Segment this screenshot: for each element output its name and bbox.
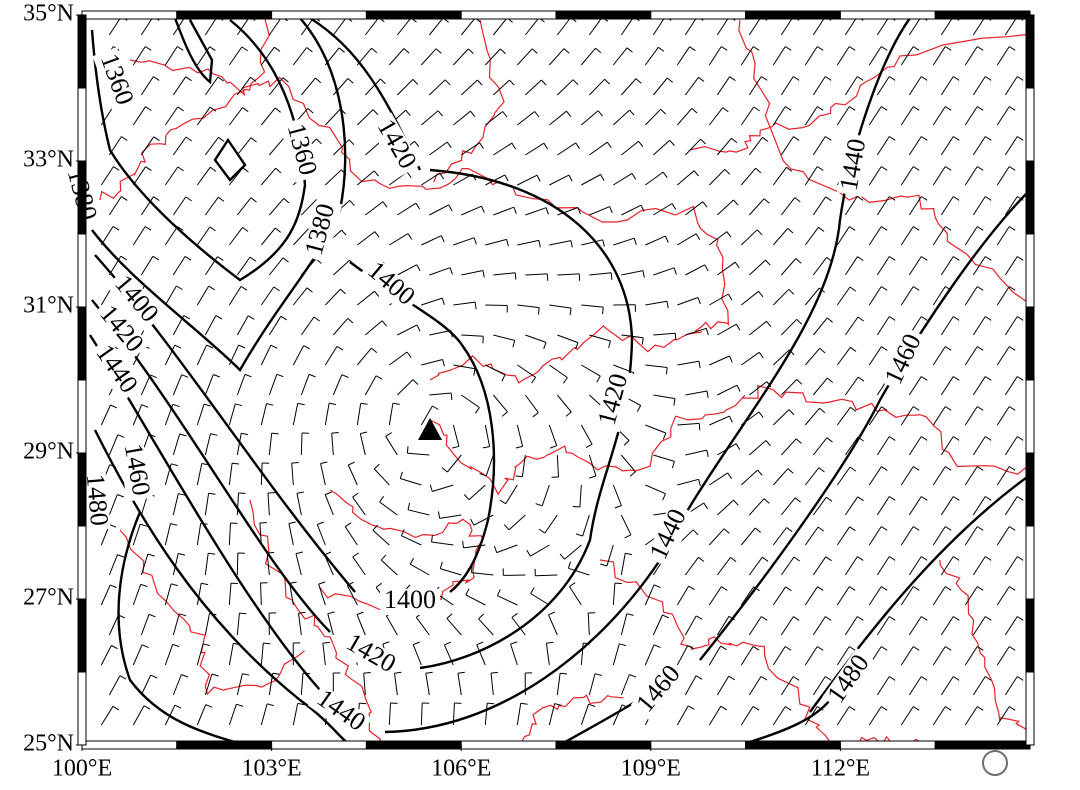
frame-segment (1026, 453, 1034, 526)
barb-flag (487, 703, 494, 704)
frame-segment (272, 11, 367, 19)
barb-flag (292, 463, 299, 464)
frame-segment (78, 88, 86, 161)
barb-flag (407, 446, 408, 453)
x-tick-label: 100°E (52, 756, 112, 782)
barb-staff (485, 305, 507, 306)
frame-segment (366, 741, 461, 749)
barb-flag (699, 423, 700, 430)
frame-segment (78, 161, 86, 234)
frame-segment (78, 307, 86, 380)
frame-segment (78, 599, 86, 672)
frame-segment (82, 11, 177, 19)
contour-label: 1400 (384, 585, 436, 614)
x-tick-label: 112°E (811, 756, 870, 782)
frame-segment (78, 672, 86, 745)
frame-segment (651, 741, 746, 749)
barb-flag (231, 583, 238, 584)
y-tick-label: 29°N (23, 439, 74, 465)
barb-flag (239, 613, 246, 614)
frame-segment (366, 11, 461, 19)
frame-segment (746, 741, 841, 749)
frame-segment (935, 741, 1030, 749)
barb-flag (491, 672, 498, 673)
barb-flag (675, 333, 676, 340)
frame-segment (1026, 161, 1034, 234)
y-tick-label: 35°N (23, 1, 74, 27)
frame-segment (556, 741, 651, 749)
frame-segment (78, 526, 86, 599)
frame-segment (840, 11, 935, 19)
barb-flag (515, 273, 516, 280)
frame-segment (461, 11, 556, 19)
x-tick-label: 106°E (431, 756, 491, 782)
barb-flag (603, 307, 604, 314)
frame-segment (1026, 307, 1034, 380)
barb-flag (332, 433, 339, 434)
frame-segment (1026, 380, 1034, 453)
barb-flag (615, 583, 622, 584)
frame-segment (556, 11, 651, 19)
frame-segment (78, 15, 86, 88)
frame-segment (1026, 599, 1034, 672)
frame-segment (461, 741, 556, 749)
y-tick-label: 25°N (23, 731, 74, 757)
x-tick-label: 103°E (241, 756, 301, 782)
y-tick-label: 33°N (23, 147, 74, 173)
frame-segment (840, 741, 935, 749)
frame-segment (82, 741, 177, 749)
x-tick-label: 109°E (621, 756, 681, 782)
y-tick-label: 27°N (23, 585, 74, 611)
barb-flag (364, 673, 371, 674)
frame-segment (746, 11, 841, 19)
barb-flag (263, 643, 270, 644)
frame-segment (272, 741, 367, 749)
frame-segment (935, 11, 1030, 19)
frame-segment (78, 234, 86, 307)
barb-flag (359, 703, 366, 704)
frame-segment (78, 380, 86, 453)
frame-segment (1026, 88, 1034, 161)
barb-flag (451, 393, 452, 400)
frame-segment (651, 11, 746, 19)
barb-flag (323, 642, 330, 643)
frame-segment (177, 11, 272, 19)
frame-segment (78, 453, 86, 526)
frame-segment (1026, 526, 1034, 599)
frame-segment (177, 741, 272, 749)
y-tick-label: 31°N (23, 293, 74, 319)
frame-segment (1026, 234, 1034, 307)
barb-flag (573, 507, 580, 508)
frame-segment (1026, 15, 1034, 88)
barb-flag (611, 273, 612, 280)
frame-segment (1026, 672, 1034, 745)
barb-staff (301, 433, 302, 455)
